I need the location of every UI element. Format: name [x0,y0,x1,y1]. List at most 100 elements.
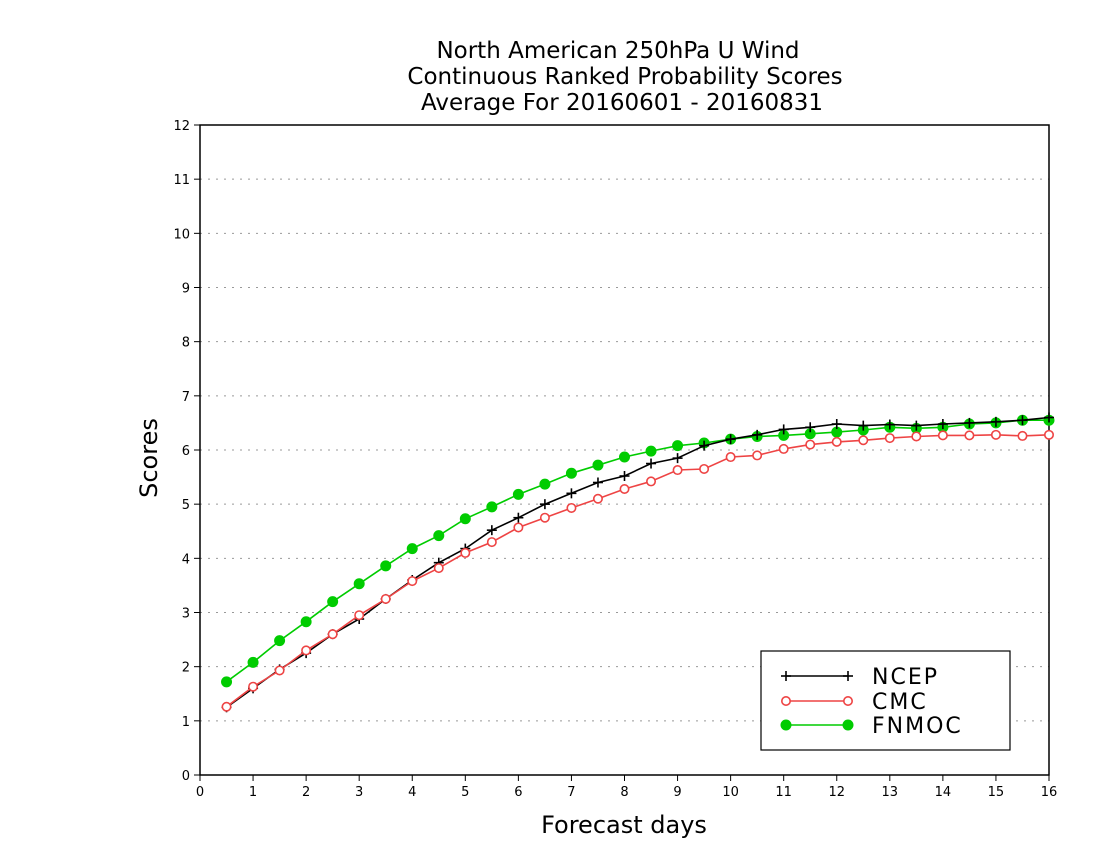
x-tick-label: 13 [882,785,899,800]
plot-frame [199,124,1050,776]
data-point-ncep [964,417,975,428]
y-tick-label: 9 [182,282,190,297]
data-point-ncep [805,422,816,433]
data-point-fnmoc [274,635,286,647]
x-tick-label: 6 [514,785,522,800]
data-point-cmc [380,593,391,604]
data-point-ncep [539,499,550,510]
series-line-fnmoc [226,419,1049,683]
x-tick-label: 10 [722,785,739,800]
data-point-cmc [619,483,630,494]
title-line-3: Average For 20160601 - 20160831 [421,90,823,116]
data-point-fnmoc [327,596,339,608]
data-point-cmc [990,429,1001,440]
data-point-cmc [539,512,550,523]
x-tick-label: 8 [620,785,628,800]
data-point-fnmoc [672,440,684,452]
data-point-ncep [1044,412,1054,423]
x-tick-label: 4 [408,785,416,800]
y-tick-label: 12 [173,119,190,134]
x-tick-label: 0 [196,785,204,800]
y-tick-label: 11 [173,173,190,188]
title-line-1: North American 250hPa U Wind [436,38,799,64]
legend-label-cmc: CMC [872,690,928,715]
data-point-ncep [513,512,524,523]
y-tick-label: 8 [182,336,190,351]
y-tick-label: 6 [182,444,190,459]
data-point-fnmoc [247,656,259,668]
data-point-cmc [407,576,418,587]
data-point-ncep [858,420,869,431]
data-point-fnmoc [406,543,418,555]
x-tick-label: 7 [567,785,575,800]
data-point-cmc [646,476,657,487]
data-point-fnmoc [512,488,524,500]
data-point-ncep [937,419,948,429]
y-tick-label: 10 [173,227,190,242]
legend-marker [843,671,853,681]
title-line-2: Continuous Ranked Probability Scores [407,64,842,90]
x-tick-label: 14 [935,785,952,800]
data-point-cmc [831,436,842,447]
legend-entry-fnmoc: FNMOC [780,714,963,739]
data-point-fnmoc [433,530,445,542]
data-point-fnmoc [645,445,657,457]
data-point-fnmoc [592,459,604,471]
data-point-fnmoc [380,560,392,572]
data-point-cmc [433,563,444,574]
data-point-cmc [513,522,524,533]
series-cmc [221,429,1055,712]
data-point-ncep [911,420,922,431]
legend-label-ncep: NCEP [872,665,939,690]
legend-entry-cmc: CMC [780,690,928,715]
data-point-cmc [1017,430,1028,441]
data-point-cmc [778,443,789,454]
y-tick-label: 1 [182,715,190,730]
data-point-cmc [354,610,365,621]
data-point-ncep [672,453,683,464]
data-point-fnmoc [539,478,551,490]
gridlines [200,178,1049,722]
x-tick-label: 15 [988,785,1005,800]
y-tick-label: 4 [182,552,190,567]
data-point-cmc [301,645,312,656]
x-axis-label: Forecast days [541,811,707,839]
x-tick-label: 11 [775,785,792,800]
data-point-cmc [964,430,975,441]
x-tick-label: 3 [355,785,363,800]
y-axis-label: Scores [135,418,163,498]
x-tick-label: 9 [673,785,681,800]
data-point-cmc [274,665,285,676]
x-tick-label: 5 [461,785,469,800]
legend-label-fnmoc: FNMOC [872,714,963,739]
data-point-cmc [460,547,471,558]
series-layer [221,412,1055,713]
data-point-ncep [619,471,630,481]
x-tick-label: 16 [1041,785,1058,800]
data-point-ncep [725,434,736,445]
data-point-fnmoc [565,467,577,479]
data-point-ncep [566,488,577,499]
data-point-cmc [884,433,895,444]
data-point-fnmoc [353,578,365,590]
data-point-fnmoc [486,501,498,513]
legend-marker [842,695,853,706]
data-point-cmc [592,493,603,504]
data-point-cmc [486,537,497,548]
y-tick-label: 0 [182,769,190,784]
data-point-ncep [592,477,603,488]
x-tick-label: 2 [302,785,310,800]
y-tick-label: 2 [182,661,190,676]
legend-marker [842,719,854,731]
legend-marker [780,695,791,706]
data-point-ncep [1017,415,1028,426]
data-point-ncep [752,429,763,440]
data-point-cmc [248,681,259,692]
data-point-cmc [858,435,869,446]
data-point-cmc [672,465,683,476]
data-point-ncep [699,440,710,451]
